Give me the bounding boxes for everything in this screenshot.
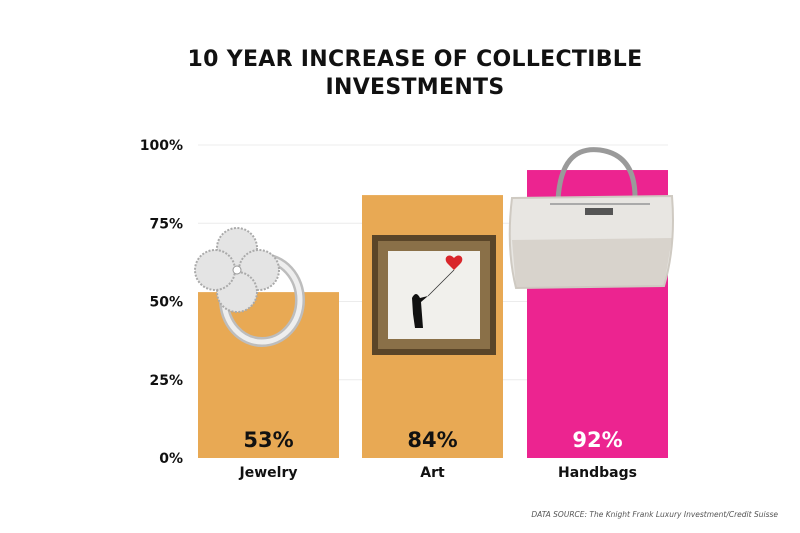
y-tick-label: 50% bbox=[149, 295, 183, 311]
category-label: Handbags bbox=[558, 465, 637, 481]
value-label: 84% bbox=[407, 428, 457, 452]
chart-title: 10 YEAR INCREASE OF COLLECTIBLE INVESTME… bbox=[0, 46, 800, 102]
data-source-note: DATA SOURCE: The Knight Frank Luxury Inv… bbox=[531, 510, 778, 519]
y-tick-label: 0% bbox=[159, 451, 183, 467]
handbag-icon bbox=[508, 147, 674, 290]
value-label: 53% bbox=[243, 428, 293, 452]
chart-title-line-1: 10 YEAR INCREASE OF COLLECTIBLE bbox=[187, 47, 643, 72]
category-label: Art bbox=[420, 465, 445, 481]
category-label: Jewelry bbox=[239, 465, 298, 481]
y-tick-label: 75% bbox=[149, 216, 183, 232]
y-tick-label: 100% bbox=[140, 138, 183, 154]
y-tick-label: 25% bbox=[149, 373, 183, 389]
framed-painting-icon bbox=[372, 235, 496, 355]
ring-icon bbox=[194, 227, 305, 347]
bar-jewelry bbox=[198, 292, 339, 458]
chart-title-line-2: INVESTMENTS bbox=[325, 75, 505, 100]
value-label: 92% bbox=[572, 428, 622, 452]
